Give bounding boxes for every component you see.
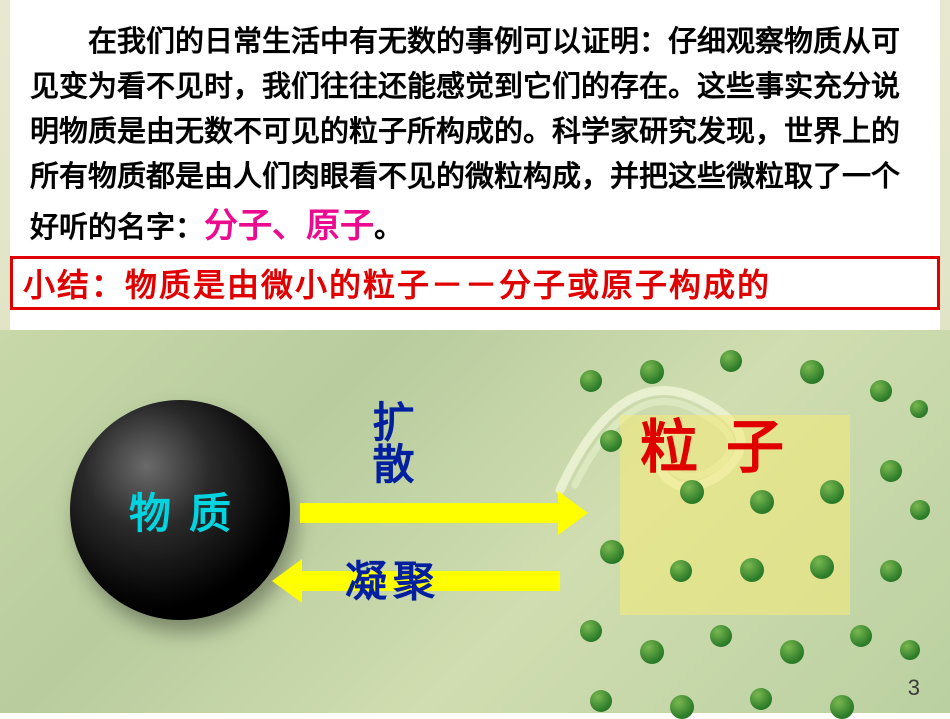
particle-dot — [900, 640, 920, 660]
particle-dot — [810, 555, 834, 579]
particle-dot — [910, 500, 930, 520]
particle-label: 粒子 — [640, 400, 812, 484]
particle-dot — [590, 690, 612, 712]
paragraph-highlight: 分子、原子 — [204, 207, 374, 245]
arrow-diffuse — [300, 503, 560, 523]
page-number: 3 — [908, 675, 920, 701]
particle-dot — [800, 360, 824, 384]
particle-dot — [600, 430, 622, 452]
particle-dot — [910, 400, 928, 418]
summary-text: 小结：物质是由微小的粒子－－分子或原子构成的 — [23, 260, 771, 306]
particle-dot — [880, 560, 902, 582]
particle-dot — [670, 560, 692, 582]
arrow-label-diffuse: 扩散 — [360, 400, 421, 500]
particle-dot — [880, 460, 902, 482]
particle-dot — [640, 640, 664, 664]
particle-dot — [640, 360, 664, 384]
paragraph: 在我们的日常生活中有无数的事例可以证明：仔细观察物质从可见变为看不见时，我们往往… — [30, 20, 920, 252]
sphere-label: 物质 — [111, 480, 249, 541]
particle-dot — [680, 480, 704, 504]
particle-dot — [850, 625, 872, 647]
paragraph-body: 在我们的日常生活中有无数的事例可以证明：仔细观察物质从可见变为看不见时，我们往往… — [30, 26, 900, 244]
paragraph-tail: 。 — [374, 212, 403, 244]
summary-box: 小结：物质是由微小的粒子－－分子或原子构成的 — [10, 256, 940, 310]
particle-dot — [720, 350, 742, 372]
particle-dot — [820, 480, 844, 504]
particle-dot — [580, 370, 602, 392]
particle-dot — [870, 380, 892, 402]
particle-dot — [710, 625, 732, 647]
particle-dot — [830, 695, 854, 719]
particle-dot — [780, 640, 804, 664]
arrow-label-condense: 凝聚 — [345, 548, 441, 609]
particle-dot — [670, 695, 694, 719]
matter-sphere: 物质 — [70, 400, 290, 620]
arrow-group — [300, 455, 560, 639]
particle-dot — [600, 540, 624, 564]
particle-dot — [740, 558, 764, 582]
particle-dot — [580, 620, 602, 642]
particle-dot — [750, 490, 774, 514]
particle-dot — [750, 688, 772, 710]
